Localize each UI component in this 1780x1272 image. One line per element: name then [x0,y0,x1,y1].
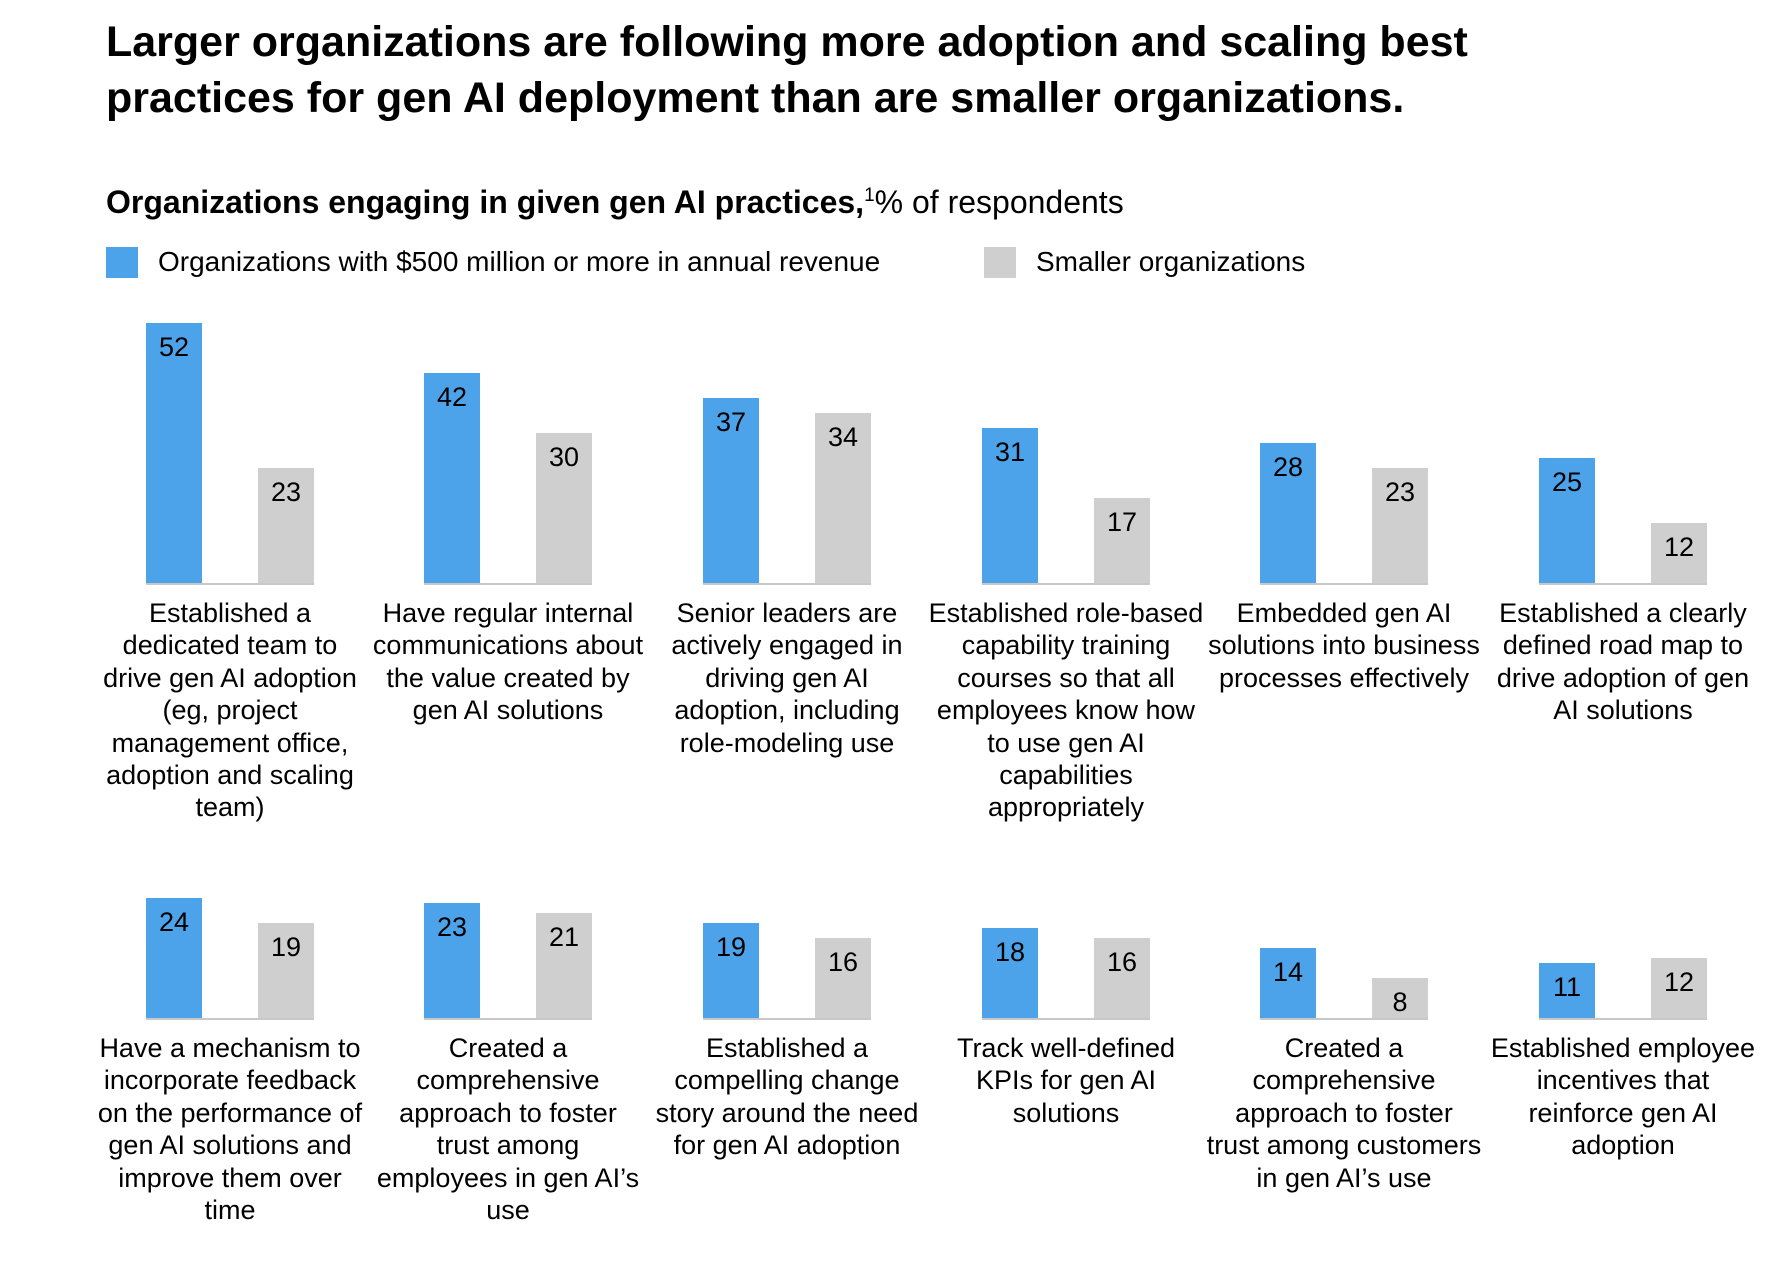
data-label-large: 28 [1273,452,1303,482]
data-label-small: 8 [1392,987,1407,1017]
bar-small [1094,498,1150,583]
bar-large [1539,458,1595,583]
data-label-large: 24 [159,907,189,937]
data-label-small: 23 [1385,477,1415,507]
legend-item-small: Smaller organizations [984,246,1305,278]
category-label: Established a clearly defined road map t… [1496,598,1750,726]
data-label-small: 21 [549,922,579,952]
bar-large [982,428,1038,583]
chart-title: Larger organizations are following more … [106,18,1468,122]
data-label-large: 42 [437,382,467,412]
bar-small [1651,958,1707,1018]
bar-small [536,913,592,1018]
chart-subtitle: Organizations engaging in given gen AI p… [106,176,1124,222]
category-label: Have a mechanism to incorporate feedback… [97,1033,363,1226]
data-label-large: 19 [716,932,746,962]
data-label-small: 12 [1664,532,1694,562]
bar-large [703,398,759,583]
data-label-small: 30 [549,442,579,472]
category-label: Senior leaders are actively engaged in d… [671,598,903,758]
bar-small [258,923,314,1018]
legend-swatch-large [106,246,138,278]
bar-large [146,898,202,1018]
bar-large [146,323,202,583]
bar-large [703,923,759,1018]
bar-small [536,433,592,583]
bar-small [1372,468,1428,583]
bar-small [1372,978,1428,1018]
category-label: Established role-based capability traini… [928,598,1204,823]
bar-large [1539,963,1595,1018]
category-label: Have regular internal communications abo… [372,598,644,726]
bar-large [424,373,480,583]
subtitle-bold: Organizations engaging in given gen AI p… [106,184,865,220]
bar-large [982,928,1038,1018]
bar-small [815,938,871,1018]
category-label: Established a compelling change story ar… [655,1033,919,1161]
legend-item-large: Organizations with $500 million or more … [106,246,880,278]
legend-label-large: Organizations with $500 million or more … [158,246,881,277]
legend-label-small: Smaller organizations [1036,246,1306,277]
data-label-large: 37 [716,407,746,437]
bar-small [258,468,314,583]
data-label-small: 12 [1664,967,1694,997]
data-label-small: 34 [828,422,858,452]
data-label-large: 31 [995,437,1025,467]
data-label-small: 16 [828,947,858,977]
category-label: Embedded gen AI solutions into business … [1208,598,1480,693]
legend-swatch-small [984,246,1016,278]
category-label: Created a comprehensive approach to fost… [376,1033,640,1226]
bar-large [424,903,480,1018]
data-label-large: 18 [995,937,1025,967]
data-label-small: 16 [1107,947,1137,977]
bar-small [1094,938,1150,1018]
bar-small [815,413,871,583]
bar-large [1260,948,1316,1018]
data-label-large: 23 [437,912,467,942]
category-label: Created a comprehensive approach to fost… [1206,1033,1482,1193]
category-label: Established a dedicated team to drive ge… [103,598,357,823]
data-label-large: 25 [1552,467,1582,497]
category-label: Track well-defined KPIs for gen AI solut… [956,1033,1176,1128]
data-label-small: 19 [271,932,301,962]
data-label-large: 11 [1553,972,1581,1002]
bar-large [1260,443,1316,583]
category-label: Established employee incentives that rei… [1490,1033,1756,1161]
subtitle-units: % of respondents [874,184,1124,220]
data-label-small: 23 [271,477,301,507]
subtitle-footnote: 1 [864,185,875,206]
data-label-large: 14 [1273,957,1303,987]
bar-small [1651,523,1707,583]
data-label-large: 52 [159,332,189,362]
data-label-small: 17 [1107,507,1137,537]
